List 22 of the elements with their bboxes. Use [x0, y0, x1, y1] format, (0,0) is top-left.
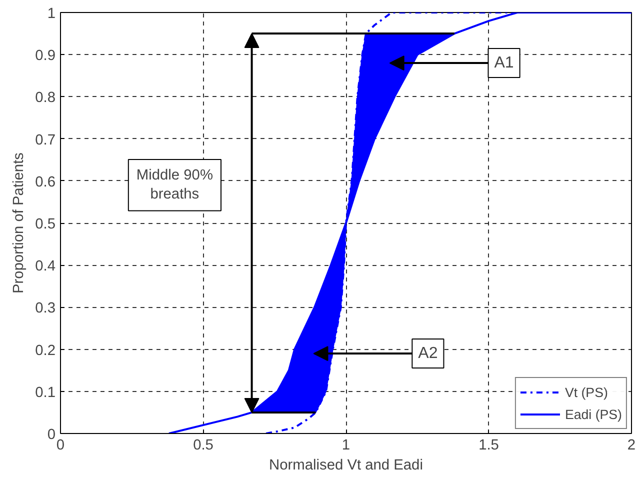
legend-label: Eadi (PS) [564, 406, 622, 422]
y-tick-label: 0.4 [35, 258, 56, 275]
y-tick-label: 0.2 [35, 342, 56, 359]
y-tick-label: 1 [47, 6, 56, 22]
x-tick-label: 2 [627, 438, 636, 454]
x-tick-label: 1 [342, 438, 350, 454]
y-tick-label: 0.5 [35, 216, 56, 232]
annotation: A2 [418, 345, 438, 362]
annotation: A1 [494, 54, 514, 72]
y-tick-label: 0 [47, 427, 56, 443]
y-tick-label: 0.3 [35, 300, 56, 317]
annotation: Middle 90% breaths [136, 168, 214, 203]
x-tick-label: 0.5 [193, 438, 214, 454]
legend-label: Vt (PS) [564, 384, 608, 400]
y-axis-title: Proportion of Patients [11, 152, 28, 294]
y-tick-label: 0.1 [35, 384, 56, 401]
y-tick-label: 0.6 [35, 174, 56, 190]
x-tick-label: 1.5 [478, 438, 499, 454]
y-tick-label: 0.7 [35, 132, 56, 148]
y-tick-label: 0.9 [35, 48, 56, 64]
x-axis-title: Normalised Vt and Eadi [269, 458, 423, 474]
y-tick-label: 0.8 [35, 90, 56, 106]
